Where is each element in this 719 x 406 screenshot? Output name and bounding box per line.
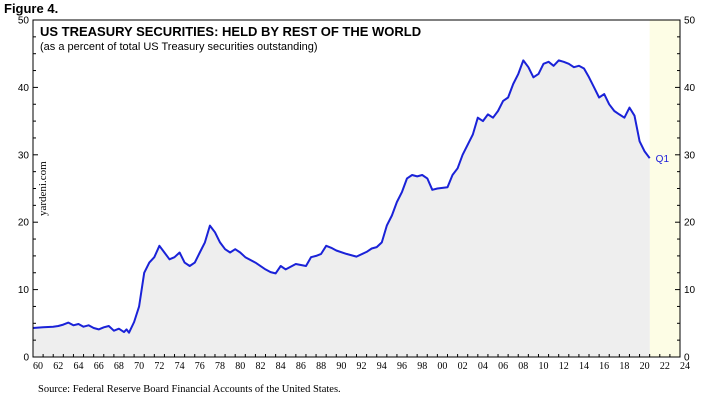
x-tick-label: 74: [175, 361, 185, 372]
y-tick-label-left: 50: [18, 16, 30, 27]
x-tick-label: 90: [336, 361, 346, 372]
y-tick-label-right: 20: [684, 218, 696, 229]
y-tick-label-right: 40: [684, 83, 696, 94]
x-tick-label: 72: [154, 361, 164, 372]
x-tick-label: 10: [539, 361, 549, 372]
y-tick-label-left: 40: [18, 83, 30, 94]
x-tick-label: 88: [316, 361, 326, 372]
x-tick-label: 16: [599, 361, 609, 372]
x-tick-label: 94: [377, 361, 387, 372]
x-tick-label: 64: [73, 361, 83, 372]
x-tick-label: 92: [357, 361, 367, 372]
x-tick-label: 70: [134, 361, 144, 372]
x-tick-label: 96: [397, 361, 407, 372]
x-tick-label: 06: [498, 361, 508, 372]
figure-label: Figure 4.: [4, 1, 59, 16]
x-tick-label: 60: [33, 361, 43, 372]
x-tick-label: 84: [276, 361, 286, 372]
x-tick-label: 86: [296, 361, 306, 372]
source-note: Source: Federal Reserve Board Financial …: [38, 384, 341, 395]
x-tick-label: 82: [255, 361, 265, 372]
y-tick-label-right: 50: [684, 16, 696, 27]
x-tick-label: 18: [619, 361, 629, 372]
x-tick-label: 80: [235, 361, 245, 372]
chart-title: US TREASURY SECURITIES: HELD BY REST OF …: [40, 24, 421, 39]
x-tick-label: 76: [195, 361, 205, 372]
watermark: yardeni.com: [37, 161, 49, 216]
x-tick-label: 68: [114, 361, 124, 372]
y-tick-label-left: 10: [18, 285, 30, 296]
x-tick-label: 24: [680, 361, 690, 372]
x-tick-label: 12: [559, 361, 569, 372]
x-tick-label: 62: [53, 361, 63, 372]
x-tick-label: 98: [417, 361, 427, 372]
y-tick-label-left: 0: [23, 353, 29, 364]
y-tick-label-left: 20: [18, 218, 30, 229]
x-tick-label: 22: [660, 361, 670, 372]
x-tick-label: 20: [640, 361, 650, 372]
data-line: [32, 59, 651, 334]
x-tick-label: 14: [579, 361, 589, 372]
y-tick-label-right: 0: [684, 353, 690, 364]
x-tick-label: 04: [478, 361, 488, 372]
y-tick-label-right: 10: [684, 285, 696, 296]
annotation-q1: Q1: [656, 154, 670, 165]
x-tick-label: 78: [215, 361, 225, 372]
y-tick-label-left: 30: [18, 150, 30, 161]
x-tick-label: 66: [94, 361, 104, 372]
y-tick-label-right: 30: [684, 150, 696, 161]
area-fill: [33, 60, 650, 358]
chart-subtitle: (as a percent of total US Treasury secur…: [40, 41, 318, 53]
x-tick-label: 08: [518, 361, 528, 372]
x-tick-label: 02: [458, 361, 468, 372]
x-tick-label: 00: [437, 361, 447, 372]
